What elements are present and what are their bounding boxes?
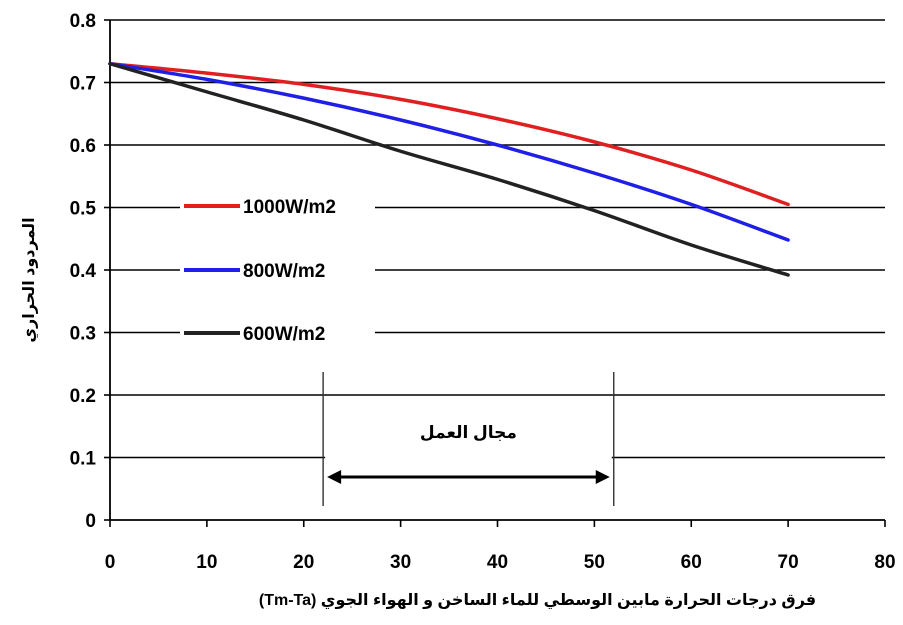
legend-label: 600W/m2 <box>243 324 325 345</box>
x-tick-label: 30 <box>390 552 411 573</box>
y-tick-label: 0.6 <box>70 136 96 157</box>
legend-label: 1000W/m2 <box>243 197 336 218</box>
x-tick-label: 40 <box>487 552 508 573</box>
y-tick-label: 0.4 <box>70 261 97 282</box>
x-tick-label: 10 <box>196 552 217 573</box>
y-tick-label: 0.3 <box>70 324 96 345</box>
x-tick-label: 60 <box>681 552 702 573</box>
legend-label: 800W/m2 <box>243 261 325 282</box>
range-arrow-right-head <box>595 470 610 484</box>
range-arrow-left-head <box>327 470 342 484</box>
y-tick-label: 0.2 <box>70 386 96 407</box>
x-axis-title: فرق درجات الحرارة مابين الوسطي للماء الس… <box>259 592 816 610</box>
y-axis-title: المردود الحراري <box>21 217 39 342</box>
y-tick-label: 0.5 <box>70 199 97 220</box>
x-tick-label: 0 <box>105 552 116 573</box>
range-label: مجال العمل <box>420 423 517 442</box>
grid-lines <box>110 19 885 459</box>
operating-range-annotation: مجال العمل <box>322 372 615 506</box>
series-line-600w-m2 <box>108 62 790 277</box>
y-tick-label: 0 <box>85 511 96 532</box>
x-tick-label: 50 <box>584 552 605 573</box>
y-tick-label: 0.8 <box>70 11 96 32</box>
y-tick-label: 0.1 <box>70 449 97 470</box>
series-lines <box>108 62 790 277</box>
tick-labels: 0 0.1 0.2 0.3 0.4 0.5 0.6 0.7 0.8 0 10 20 30 40 50 60 70… <box>70 11 896 573</box>
series-line-800w-m2 <box>108 62 790 242</box>
x-tick-label: 20 <box>293 552 314 573</box>
x-tick-label: 80 <box>874 552 895 573</box>
legend: 1000W/m2 800W/m2 600W/m2 <box>180 190 375 349</box>
axes <box>104 19 886 527</box>
series-line-1000w-m2 <box>108 62 790 207</box>
y-tick-label: 0.7 <box>70 74 96 95</box>
x-tick-label: 70 <box>778 552 799 573</box>
